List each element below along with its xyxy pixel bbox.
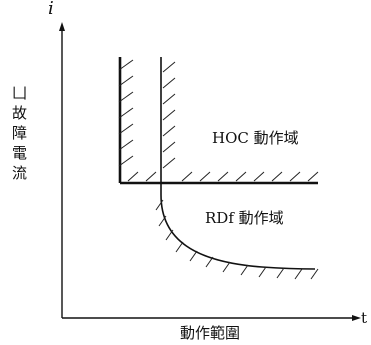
y-axis-label-char-2: 故 (12, 104, 27, 122)
y-axis-label: ⼐ 故 障 電 流 (12, 84, 27, 182)
x-axis-label: 動作範圍 (180, 324, 240, 342)
y-axis-symbol: i (48, 0, 54, 19)
x-axis-symbol: t (361, 309, 367, 327)
hoc-threshold-hatching (127, 171, 319, 182)
y-axis-label-char-1: ⼐ (12, 84, 27, 102)
y-axis-arrowhead (59, 22, 65, 31)
rdf-right-hatching (162, 61, 176, 169)
y-axis-label-char-4: 電 (12, 144, 27, 162)
rdf-curve-hatching (155, 199, 319, 280)
y-axis-label-char-3: 障 (12, 124, 27, 142)
y-axis-label-char-5: 流 (12, 164, 27, 182)
rdf-region-label: RDf 動作域 (205, 209, 284, 227)
hoc-region-label: HOC 動作域 (212, 129, 299, 147)
hoc-left-hatching (118, 59, 134, 167)
x-axis-arrowhead (352, 315, 361, 321)
rdf-characteristic-curve (160, 57, 316, 270)
